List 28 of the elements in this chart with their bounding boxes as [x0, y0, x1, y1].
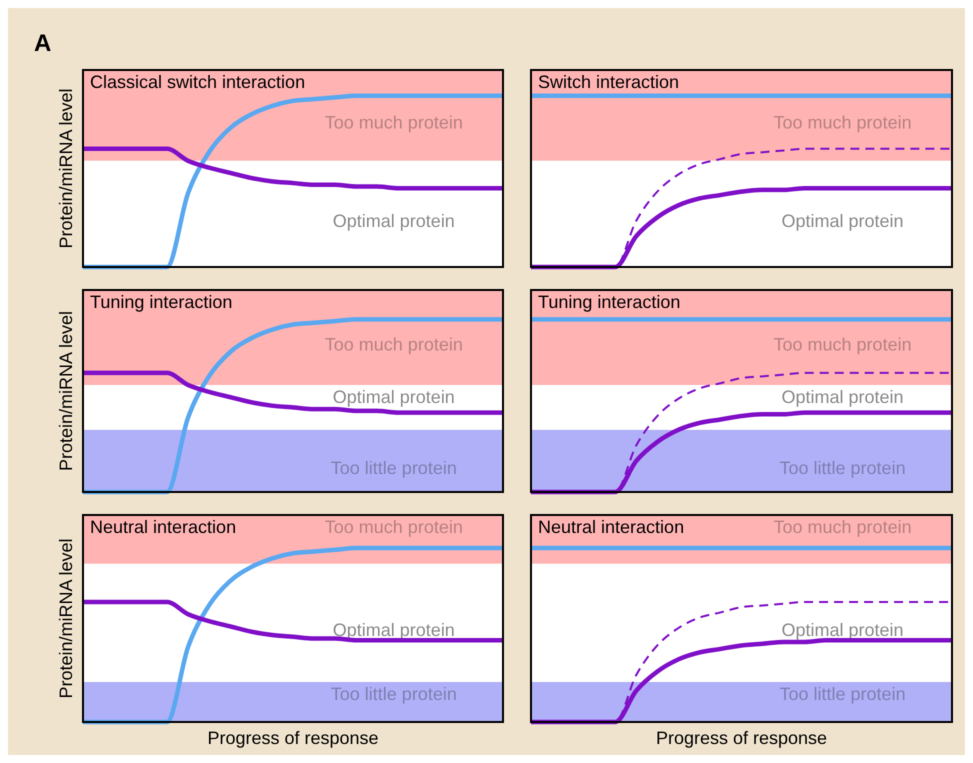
- band-label: Too much protein: [324, 112, 463, 132]
- y-axis-title: Protein/miRNA level: [56, 310, 76, 472]
- chart-title: Classical switch interaction: [90, 72, 306, 92]
- chart-title: Tuning interaction: [538, 292, 680, 312]
- x-axis-title: Progress of response: [656, 728, 828, 748]
- y-axis-title: Protein/miRNA level: [56, 88, 76, 249]
- band-label: Too much protein: [324, 334, 463, 354]
- chart-title: Neutral interaction: [90, 516, 236, 537]
- band-label: Too little protein: [330, 684, 457, 704]
- band-label: Too little protein: [780, 684, 906, 704]
- band-label: Optimal protein: [782, 386, 904, 407]
- band-label: Optimal protein: [782, 620, 904, 640]
- band-label: Optimal protein: [782, 210, 904, 231]
- band-label: Too much protein: [324, 516, 463, 537]
- band-label: Optimal protein: [332, 620, 455, 640]
- band-label: Too much protein: [774, 516, 912, 537]
- band-label: Too much protein: [774, 112, 912, 132]
- band-label: Optimal protein: [332, 210, 455, 231]
- chart-title: Switch interaction: [538, 72, 680, 92]
- chart-title: Neutral interaction: [538, 516, 684, 537]
- band-label: Too little protein: [780, 458, 906, 478]
- band-label: Optimal protein: [332, 386, 455, 407]
- band-label: Too much protein: [774, 334, 912, 354]
- band-label: Too little protein: [330, 458, 457, 478]
- text: A: [34, 30, 52, 58]
- x-axis-title: Progress of response: [207, 728, 379, 748]
- chart-title: Tuning interaction: [90, 292, 232, 312]
- y-axis-title: Protein/miRNA level: [56, 538, 76, 699]
